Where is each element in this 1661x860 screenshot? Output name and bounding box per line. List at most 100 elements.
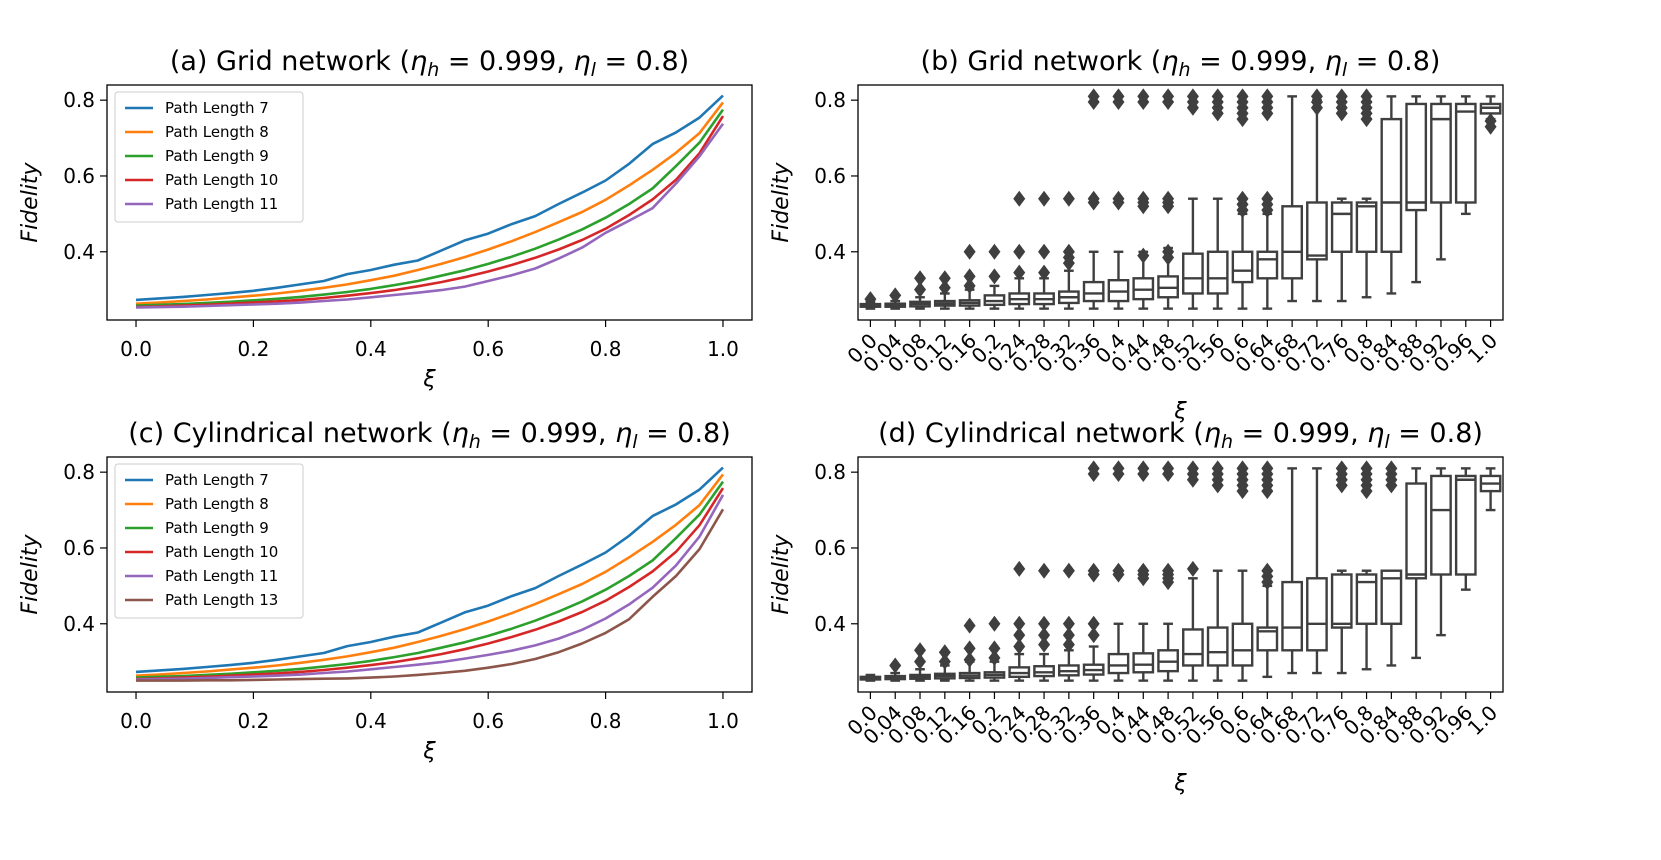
legend-entry: Path Length 7 — [165, 471, 269, 489]
box-1.0 — [1479, 467, 1502, 512]
y-tick-label: 0.4 — [814, 612, 846, 636]
outlier-point — [1013, 264, 1026, 281]
legend-entry: Path Length 9 — [165, 147, 269, 165]
series-line — [135, 494, 725, 681]
box-0.88 — [1405, 95, 1428, 284]
outlier-point — [914, 642, 927, 659]
box-0.92 — [1430, 95, 1452, 261]
outlier-point — [1162, 94, 1175, 111]
box-iqr — [1380, 569, 1403, 625]
outlier-point — [1062, 627, 1075, 644]
outlier-point — [1062, 190, 1075, 207]
outlier-point — [1162, 198, 1175, 215]
legend-entry: Path Length 10 — [165, 171, 278, 189]
series-line — [135, 115, 725, 309]
outlier-point — [1013, 560, 1026, 577]
box-0.56 — [1206, 460, 1229, 682]
box-0.2 — [983, 615, 1006, 682]
series-line — [135, 480, 725, 679]
chart-title: (d) Cylindrical network (ηh = 0.999, ηl … — [878, 418, 1483, 453]
y-tick-label: 0.8 — [63, 88, 95, 112]
box-iqr — [1281, 205, 1304, 280]
box-0.44 — [1132, 460, 1155, 682]
box-iqr — [1206, 250, 1229, 295]
box-iqr — [1355, 201, 1378, 253]
legend-entry: Path Length 13 — [165, 591, 278, 609]
legend-entry: Path Length 9 — [165, 519, 269, 537]
outlier-point — [1062, 562, 1075, 579]
series-line — [135, 466, 724, 674]
outlier-point — [1211, 477, 1224, 494]
box-iqr — [1132, 652, 1155, 674]
outlier-point — [1087, 627, 1100, 644]
box-0.84 — [1380, 460, 1403, 667]
x-tick-label: 0.8 — [590, 337, 622, 361]
x-axis-label: ξ — [422, 367, 436, 392]
outlier-point — [1186, 99, 1199, 116]
legend-box — [114, 463, 304, 619]
box-iqr — [1380, 117, 1403, 253]
outlier-point — [1038, 615, 1051, 632]
outlier-point — [1137, 198, 1150, 215]
y-tick-label: 0.8 — [63, 460, 95, 484]
outlier-point — [1112, 466, 1125, 483]
series-line — [135, 473, 725, 677]
outlier-point — [963, 617, 976, 634]
box-0.64 — [1256, 460, 1279, 679]
legend-entry: Path Length 11 — [165, 567, 278, 585]
panel-d: (d) Cylindrical network (ηh = 0.999, ηl … — [769, 418, 1504, 796]
outlier-point — [938, 270, 951, 287]
series-line — [135, 487, 725, 681]
outlier-point — [1385, 477, 1398, 494]
outlier-point — [1087, 94, 1100, 111]
outlier-point — [864, 291, 877, 308]
outlier-point — [1236, 111, 1249, 128]
outlier-point — [1087, 466, 1100, 483]
x-tick-label: 0.4 — [355, 709, 387, 733]
outlier-point — [1186, 560, 1199, 577]
axes-frame — [857, 456, 1504, 693]
series-line — [135, 94, 724, 302]
outlier-point — [1087, 615, 1100, 632]
box-iqr — [1405, 482, 1428, 580]
y-tick-label: 0.6 — [63, 164, 95, 188]
outlier-point — [963, 651, 976, 668]
y-tick-label: 0.6 — [63, 536, 95, 560]
axes-frame — [857, 84, 1504, 321]
x-tick-label: 0.6 — [472, 709, 504, 733]
x-tick-label: 1.0 — [707, 709, 739, 733]
series-line — [135, 108, 725, 307]
x-tick-label: 1.0 — [707, 337, 739, 361]
outlier-point — [1236, 483, 1249, 500]
outlier-point — [1112, 566, 1125, 583]
box-iqr — [1430, 102, 1452, 204]
box-0.52 — [1182, 88, 1204, 310]
box-iqr — [1256, 250, 1279, 280]
box-iqr — [1355, 573, 1378, 625]
box-0.6 — [1231, 460, 1254, 682]
outlier-point — [1186, 471, 1199, 488]
box-0.44 — [1132, 88, 1155, 310]
box-iqr — [1256, 626, 1279, 652]
box-iqr — [1430, 474, 1452, 576]
y-axis-label: Fidelity — [18, 161, 43, 242]
x-tick-label: 0.2 — [238, 337, 270, 361]
outlier-point — [988, 640, 1001, 657]
box-iqr — [1182, 628, 1204, 667]
box-0.72 — [1306, 467, 1328, 675]
outlier-point — [1062, 636, 1075, 653]
outlier-point — [914, 281, 927, 298]
x-tick-label: 0.2 — [238, 709, 270, 733]
box-0.16 — [958, 617, 981, 682]
outlier-point — [1038, 243, 1051, 260]
box-0.16 — [958, 243, 981, 310]
box-iqr — [1082, 280, 1105, 303]
box-0.48 — [1157, 460, 1179, 682]
outlier-point — [1137, 570, 1150, 587]
box-0.96 — [1454, 95, 1477, 216]
box-0.6 — [1231, 88, 1254, 310]
y-tick-label: 0.8 — [814, 460, 846, 484]
x-tick-label: 0.0 — [120, 709, 152, 733]
box-0.36 — [1082, 88, 1105, 310]
